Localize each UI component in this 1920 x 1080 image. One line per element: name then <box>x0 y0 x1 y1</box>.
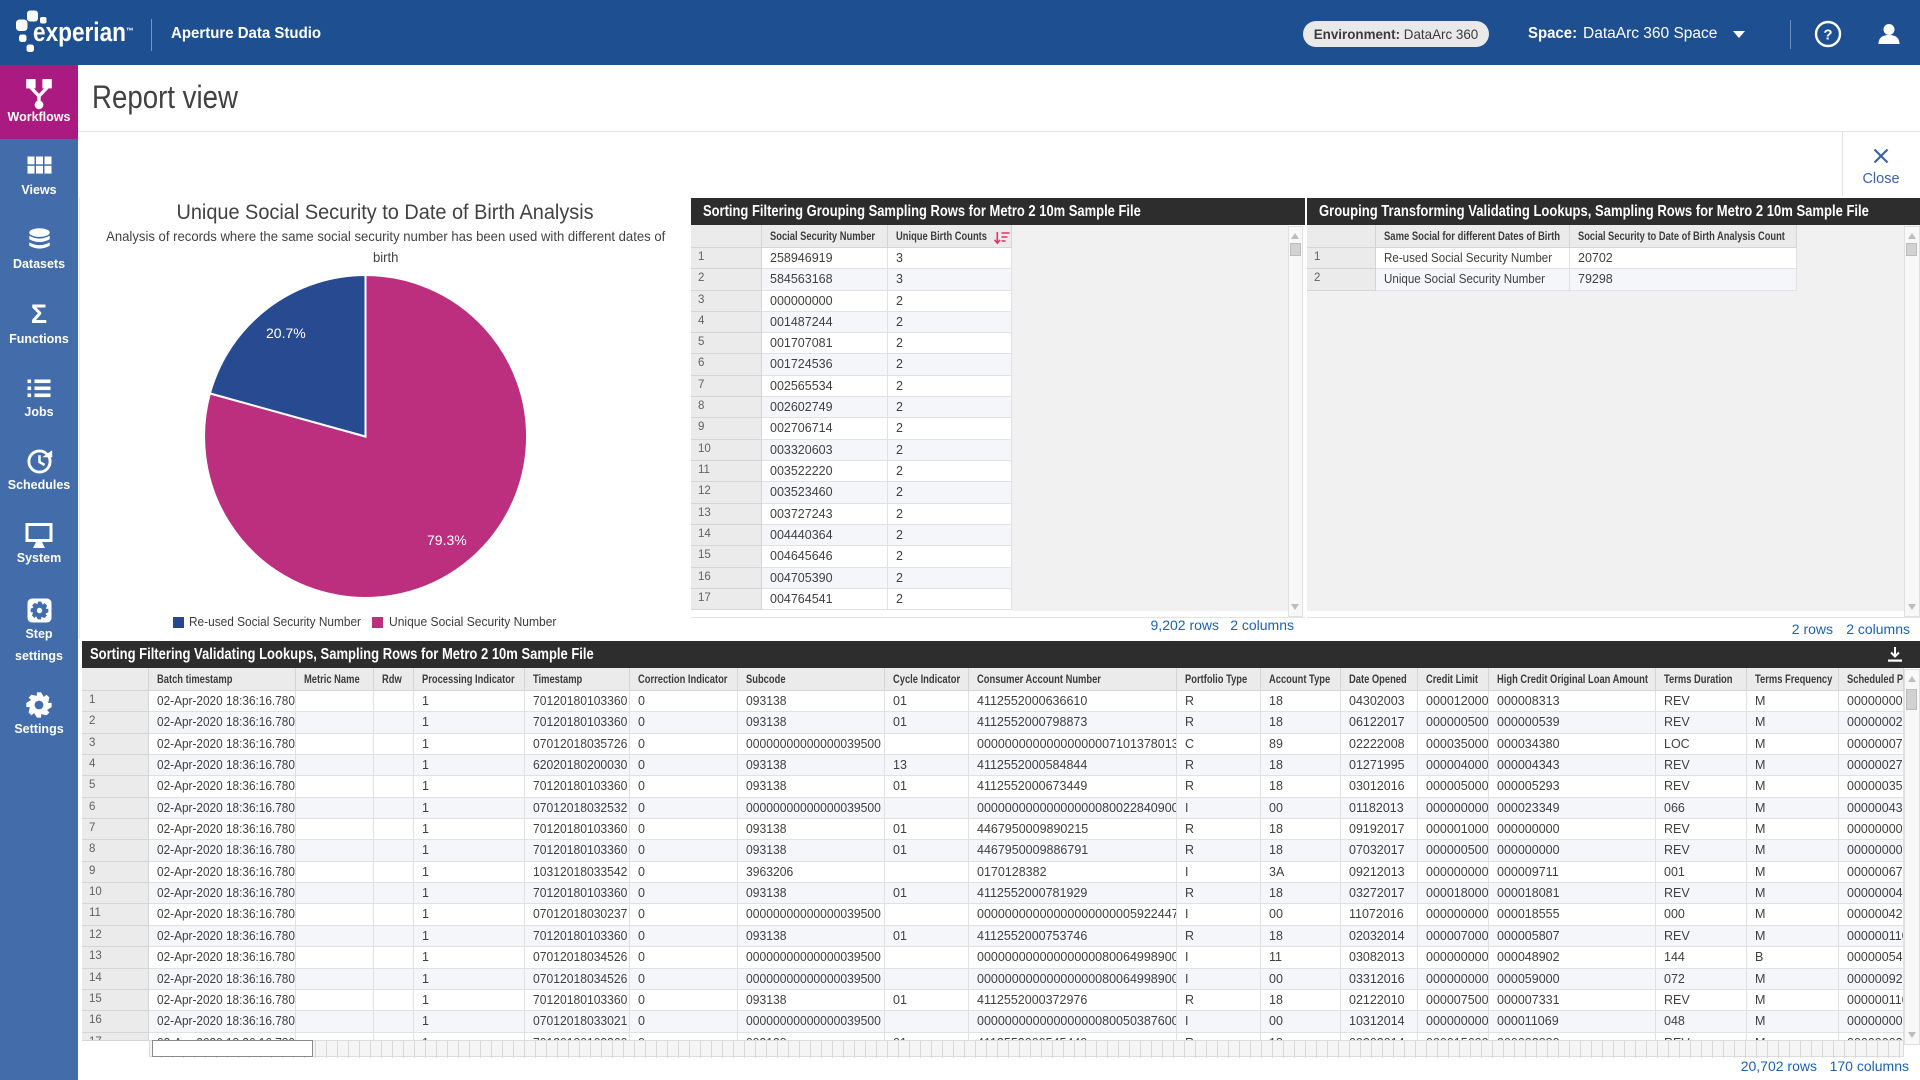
svg-text:?: ? <box>1823 27 1832 44</box>
svg-text:Σ: Σ <box>31 300 47 328</box>
